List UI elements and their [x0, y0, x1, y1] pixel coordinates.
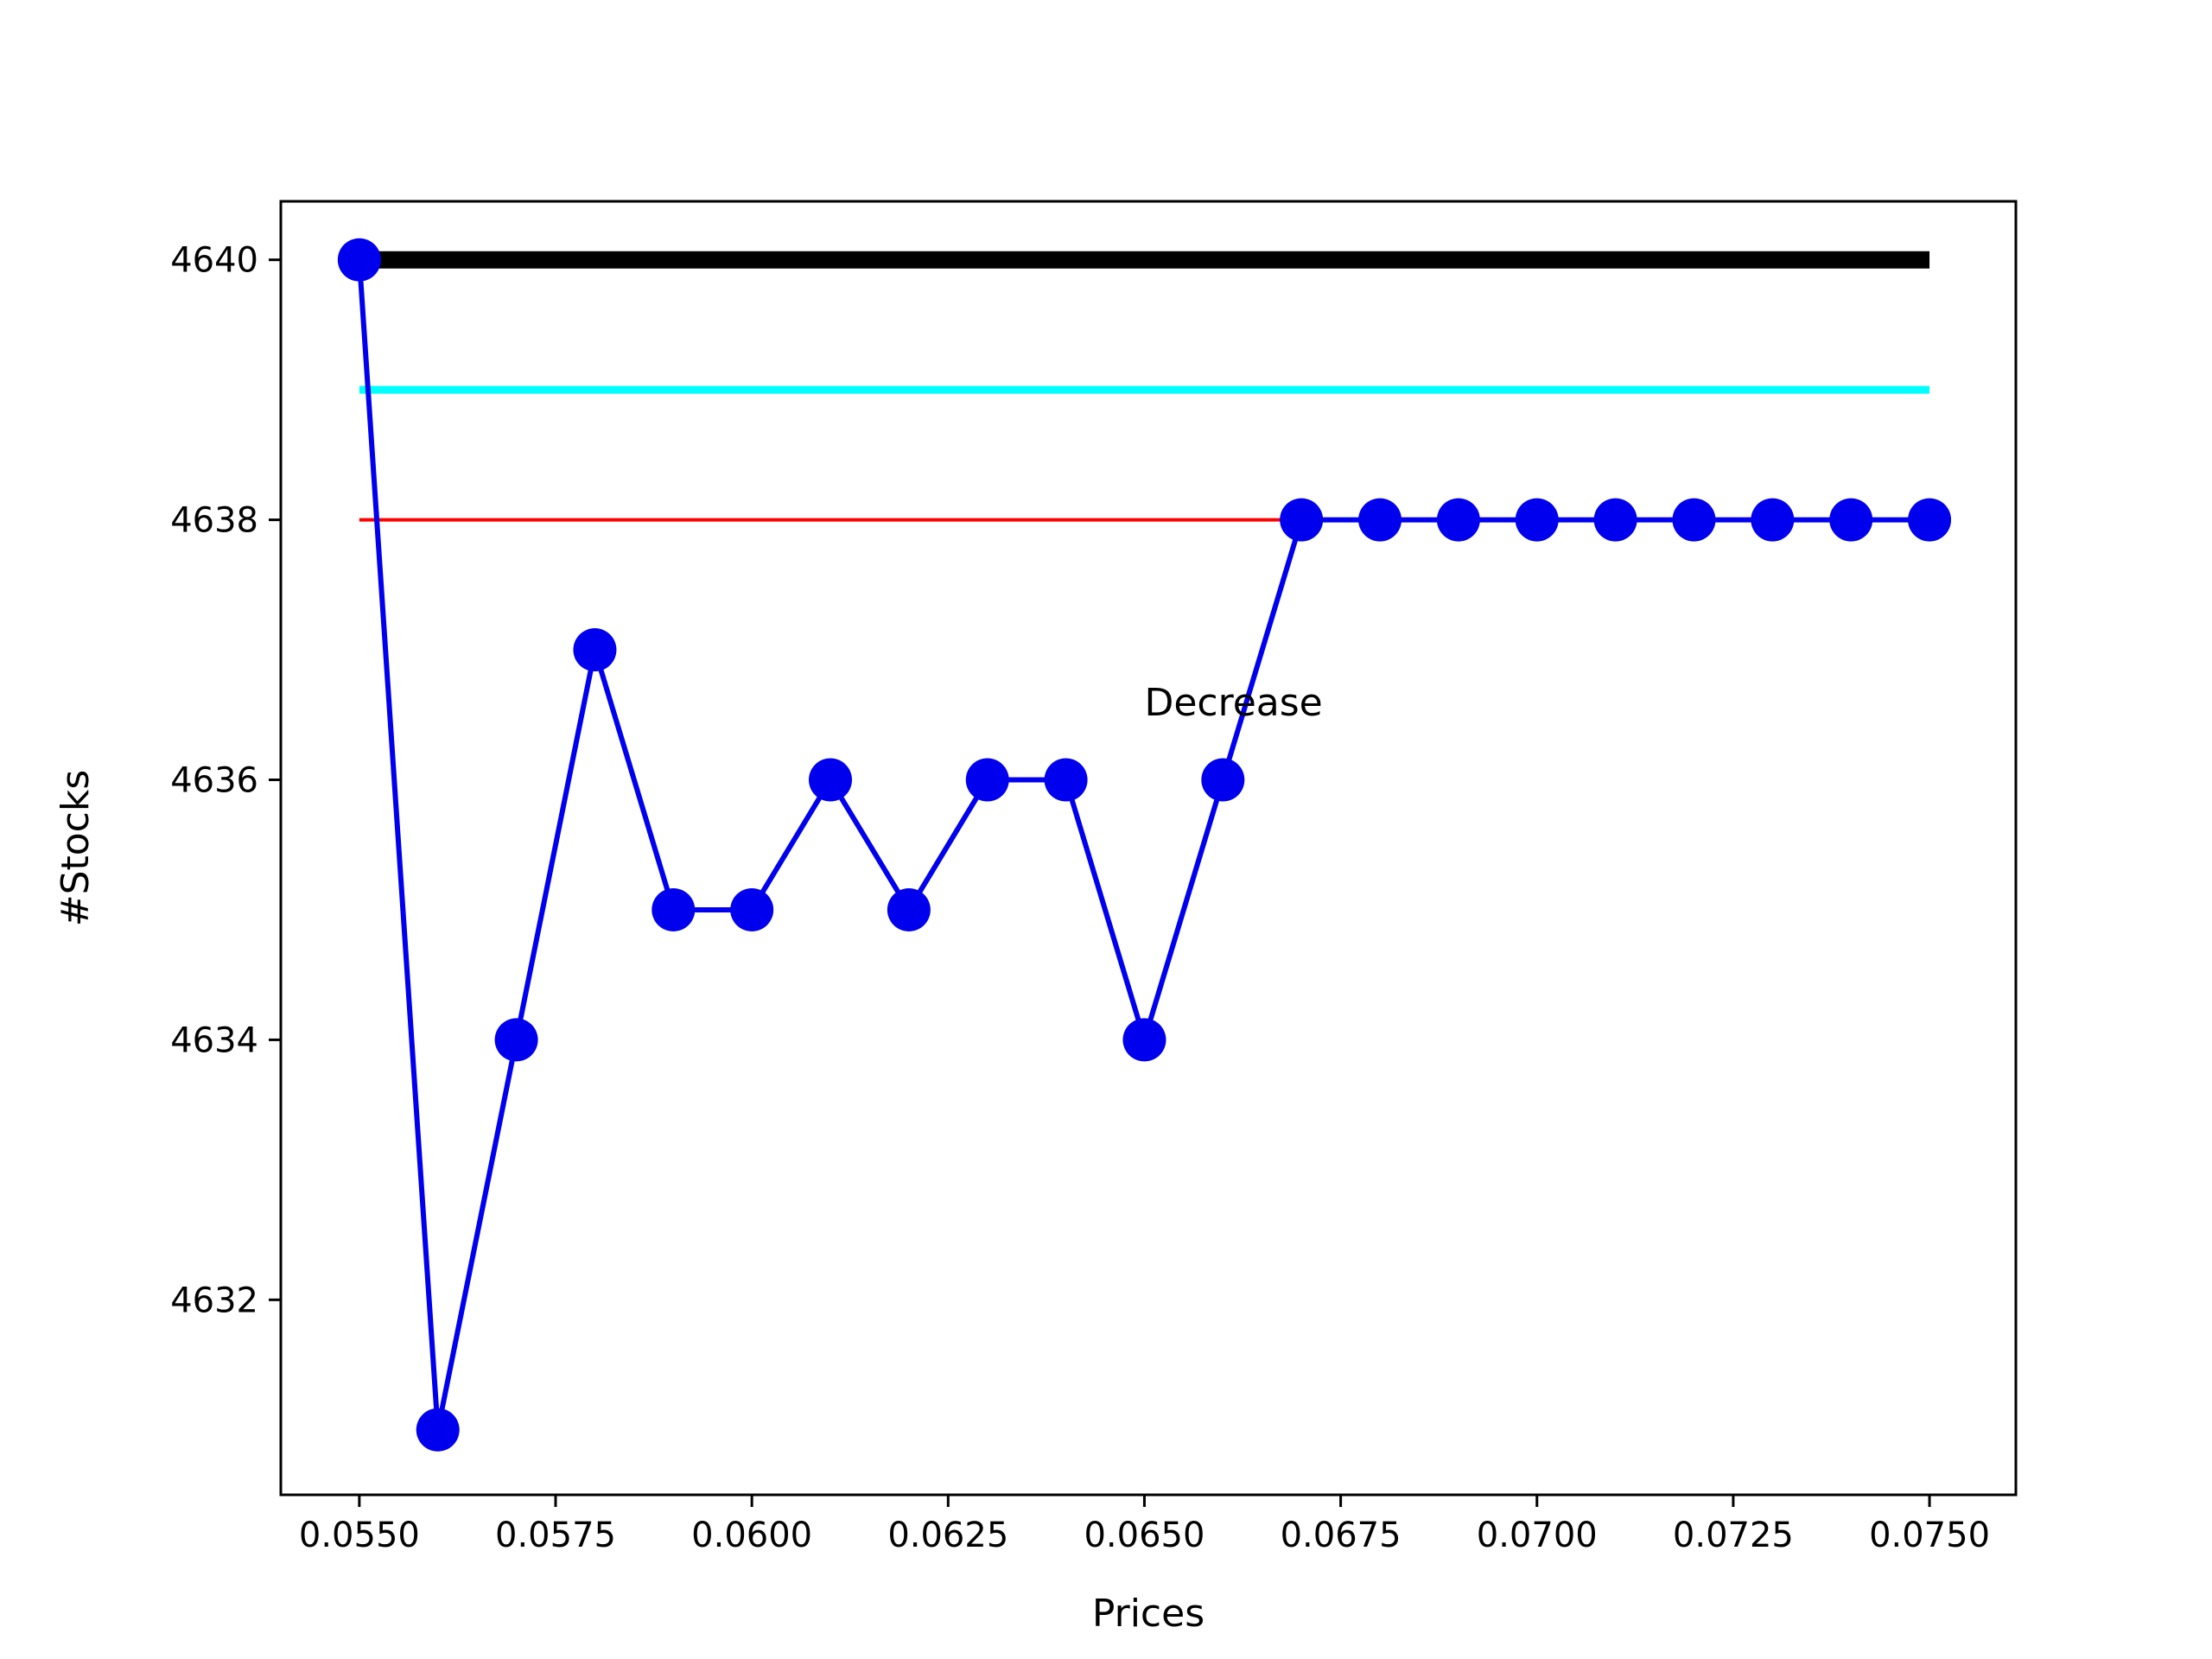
data-point	[965, 758, 1009, 802]
data-point	[1593, 498, 1637, 542]
plot-frame	[279, 200, 2018, 1497]
x-axis-label: Prices	[1092, 1592, 1205, 1636]
data-point	[652, 887, 696, 931]
x-axis: 0.0550 0.0575 0.0600 0.0625 0.0650 0.0675 0.07…	[299, 1495, 1990, 1555]
y-tick-label: 4632	[170, 1281, 258, 1320]
data-point	[1358, 498, 1402, 542]
y-axis: 4632 4634 4636 4638 4640	[170, 241, 281, 1320]
y-axis-label: #Stocks	[54, 770, 98, 927]
x-tick-label: 0.0575	[495, 1516, 616, 1555]
y-tick-label: 4638	[170, 501, 258, 541]
annotation-layer: Decrease	[1144, 681, 1322, 725]
y-tick-label: 4636	[170, 761, 258, 801]
data-point	[809, 758, 853, 802]
data-point	[887, 887, 931, 931]
x-tick-label: 0.0750	[1869, 1516, 1990, 1555]
x-tick-label: 0.0650	[1084, 1516, 1205, 1555]
x-tick-label: 0.0625	[887, 1516, 1008, 1555]
data-point	[1908, 498, 1952, 542]
y-tick-label: 4640	[170, 241, 258, 281]
y-tick-label: 4634	[170, 1020, 258, 1060]
data-point	[1515, 498, 1559, 542]
data-point	[416, 1408, 460, 1452]
data-point	[573, 628, 617, 672]
x-tick-label: 0.0700	[1477, 1516, 1598, 1555]
data-point	[337, 238, 381, 282]
x-tick-label: 0.0550	[299, 1516, 420, 1555]
data-point	[1751, 498, 1795, 542]
x-tick-label: 0.0725	[1673, 1516, 1794, 1555]
data-point	[1122, 1018, 1166, 1062]
annotation-text: Decrease	[1144, 681, 1322, 725]
data-point	[1044, 758, 1088, 802]
data-point	[1672, 498, 1716, 542]
data-point	[1829, 498, 1873, 542]
data-point	[494, 1018, 538, 1062]
data-point	[1436, 498, 1480, 542]
data-point	[730, 887, 774, 931]
x-tick-label: 0.0600	[691, 1516, 812, 1555]
series-layer	[337, 238, 1952, 1452]
data-point	[1280, 498, 1324, 542]
x-tick-label: 0.0675	[1281, 1516, 1402, 1555]
data-point	[1201, 758, 1245, 802]
